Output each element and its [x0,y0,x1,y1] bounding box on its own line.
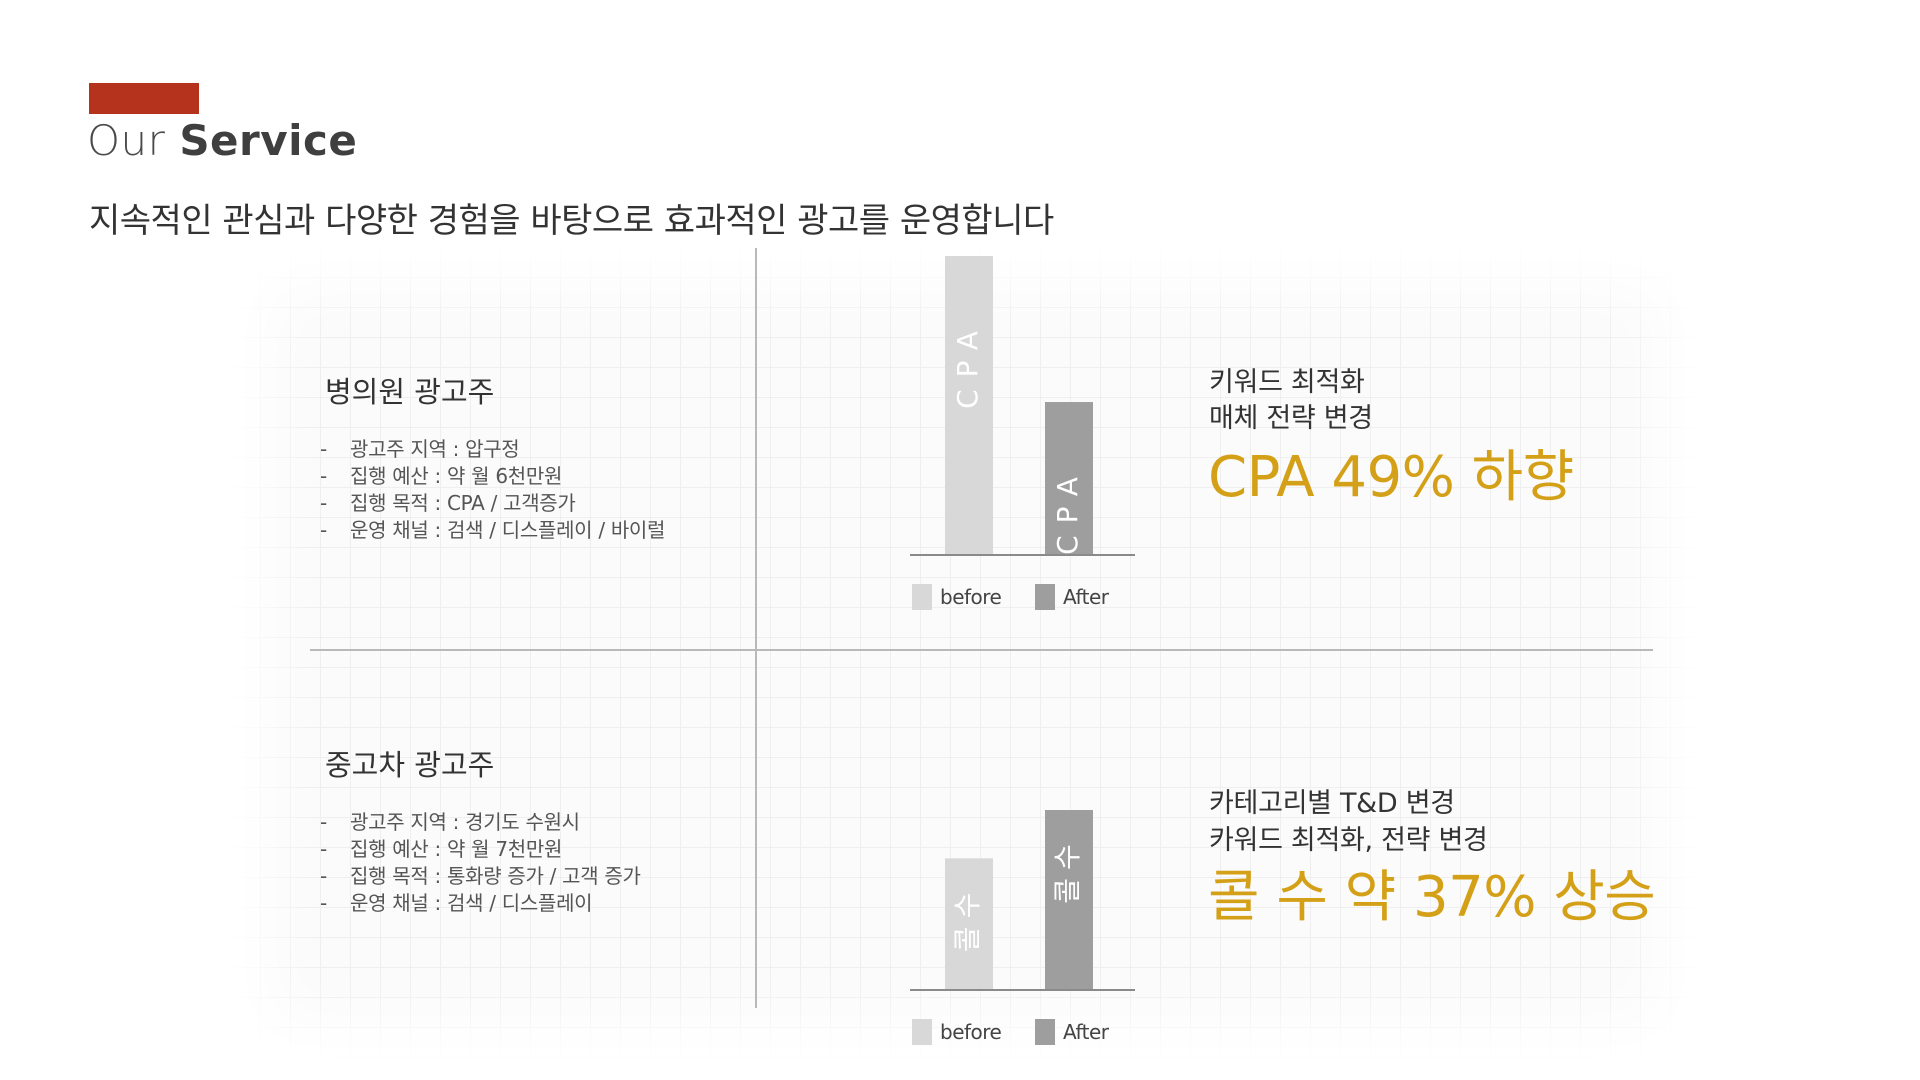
title-bold: Service [179,116,358,165]
case-2-result-highlight: 콜 수 약 37% 상승 [1208,865,1656,930]
bar-label: CPA [1051,465,1084,555]
case-1-client: 병의원 광고주 [325,375,495,409]
detail-item: - 광고주 지역 : 경기도 수원시 [320,810,580,834]
vertical-divider [755,248,757,1008]
bar-after [1045,402,1093,554]
case-2-client: 중고차 광고주 [325,748,495,782]
legend-label: before [940,585,1002,609]
bullet-dash: - [320,891,327,915]
horizontal-divider [310,649,1653,651]
legend-swatch-before [912,1019,932,1045]
detail-item: - 집행 예산 : 약 월 7천만원 [320,837,563,861]
bullet-dash: - [320,518,327,542]
case-2-result-line: 카워드 최적화, 전략 변경 [1209,825,1488,856]
detail-item: - 집행 예산 : 약 월 6천만원 [320,464,563,488]
case-1-result-line: 키워드 최적화 [1209,367,1365,398]
detail-item: - 집행 목적 : 통화량 증가 / 고객 증가 [320,864,641,888]
detail-item: - 운영 채널 : 검색 / 디스플레이 / 바이럴 [320,518,666,542]
bar-before [945,858,993,989]
title-light: Our [87,116,166,165]
page-title: Our Service [87,116,357,165]
page-subtitle: 지속적인 관심과 다양한 경험을 바탕으로 효과적인 광고를 운영합니다 [89,201,1054,241]
bullet-dash: - [320,810,327,834]
case-1-details: - 광고주 지역 : 압구정 - 집행 예산 : 약 월 6천만원 - 집행 목적 :… [320,436,665,544]
case-2-result-line: 카테고리별 T&D 변경 [1209,788,1455,819]
legend-label: After [1063,1020,1110,1044]
bullet-dash: - [320,464,327,488]
case-1-result-highlight: CPA 49% 하향 [1208,445,1574,510]
legend-label: before [940,1020,1002,1044]
case-1-chart: CPA CPA before After [910,256,1135,610]
bar-label: 콜수 [951,885,984,953]
detail-item: - 운영 채널 : 검색 / 디스플레이 [320,891,593,915]
legend-swatch-after [1035,584,1055,610]
case-1-result-line: 매체 전략 변경 [1209,403,1373,434]
bar-after [1045,810,1093,989]
bar-label: CPA [951,319,984,409]
accent-bar [89,83,199,114]
bullet-dash: - [320,864,327,888]
bullet-dash: - [320,437,327,461]
bar-before [945,256,993,554]
detail-item: - 집행 목적 : CPA / 고객증가 [320,491,576,515]
legend-swatch-before [912,584,932,610]
case-2-details: - 광고주 지역 : 경기도 수원시 - 집행 예산 : 약 월 7천만원 - 집행 … [320,809,641,917]
bullet-dash: - [320,491,327,515]
legend-label: After [1063,585,1110,609]
detail-item: - 광고주 지역 : 압구정 [320,437,520,461]
bullet-dash: - [320,837,327,861]
bar-label: 콜수 [1051,836,1084,904]
legend-swatch-after [1035,1019,1055,1045]
